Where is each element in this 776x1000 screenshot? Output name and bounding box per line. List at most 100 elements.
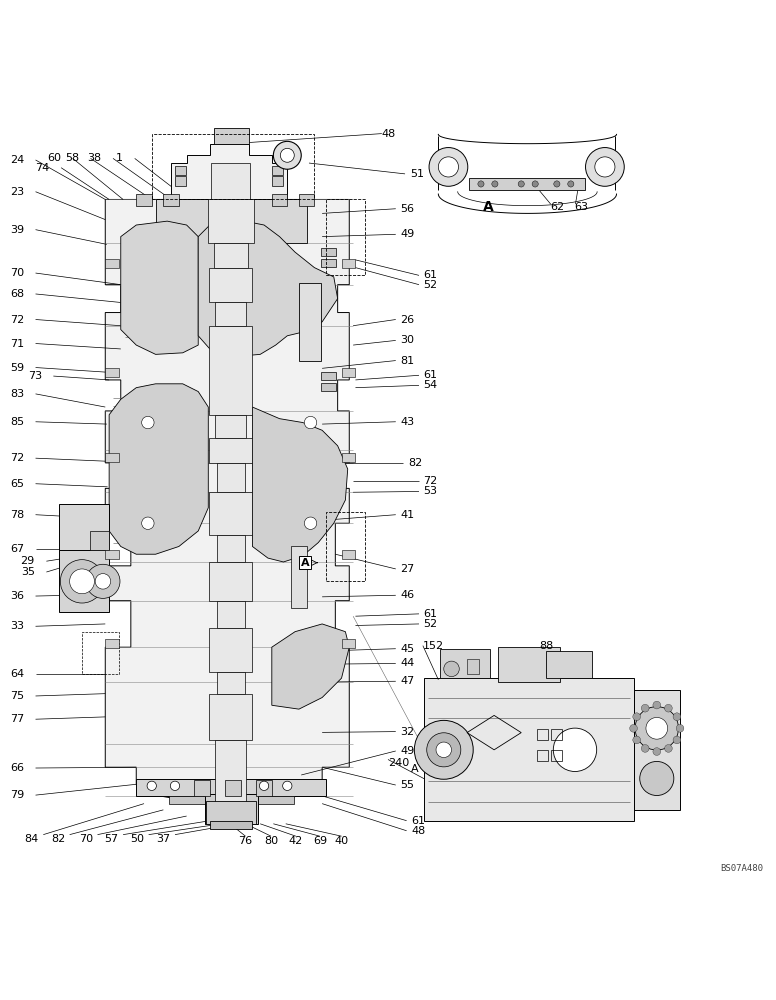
- Circle shape: [61, 560, 104, 603]
- Polygon shape: [59, 550, 109, 612]
- Circle shape: [635, 707, 678, 750]
- Bar: [256, 780, 272, 796]
- Text: 72: 72: [423, 476, 437, 486]
- Circle shape: [95, 574, 111, 589]
- Circle shape: [653, 748, 660, 755]
- Bar: [467, 659, 479, 674]
- Bar: [209, 438, 252, 463]
- Text: 48: 48: [382, 129, 396, 139]
- Bar: [272, 166, 282, 175]
- Text: 27: 27: [400, 564, 414, 574]
- Text: 29: 29: [20, 556, 35, 566]
- Text: 78: 78: [9, 510, 24, 520]
- Text: 59: 59: [10, 363, 24, 373]
- Text: 26: 26: [400, 315, 414, 325]
- Polygon shape: [121, 221, 198, 354]
- Text: 39: 39: [10, 225, 24, 235]
- Text: 63: 63: [574, 202, 588, 212]
- Circle shape: [653, 701, 660, 709]
- Text: 76: 76: [238, 836, 252, 846]
- Circle shape: [586, 148, 624, 186]
- Bar: [551, 750, 562, 761]
- Circle shape: [259, 781, 268, 790]
- Bar: [546, 651, 592, 678]
- Bar: [137, 779, 326, 796]
- Bar: [326, 512, 365, 581]
- Polygon shape: [272, 624, 349, 709]
- Bar: [320, 259, 336, 267]
- Bar: [320, 248, 336, 256]
- Circle shape: [147, 781, 157, 790]
- Circle shape: [171, 781, 179, 790]
- Bar: [175, 166, 185, 175]
- Bar: [106, 259, 120, 268]
- Bar: [225, 780, 241, 796]
- Circle shape: [429, 148, 468, 186]
- Text: 48: 48: [411, 826, 425, 836]
- Bar: [106, 639, 120, 648]
- Circle shape: [492, 181, 498, 187]
- Bar: [498, 647, 560, 682]
- Circle shape: [86, 564, 120, 598]
- Circle shape: [632, 736, 640, 744]
- Bar: [152, 134, 314, 199]
- Text: 69: 69: [313, 836, 327, 846]
- Text: 23: 23: [10, 187, 24, 197]
- Circle shape: [280, 148, 294, 162]
- Text: 55: 55: [400, 780, 414, 790]
- Text: 85: 85: [10, 417, 24, 427]
- Text: 77: 77: [9, 714, 24, 724]
- Text: 67: 67: [10, 544, 24, 554]
- Circle shape: [438, 157, 459, 177]
- Text: 73: 73: [28, 371, 42, 381]
- Circle shape: [444, 661, 459, 677]
- Text: 71: 71: [10, 339, 24, 349]
- Text: 80: 80: [264, 836, 278, 846]
- Polygon shape: [106, 199, 349, 824]
- Bar: [341, 453, 355, 462]
- Bar: [82, 632, 120, 674]
- Circle shape: [641, 745, 649, 752]
- Text: 81: 81: [400, 356, 414, 366]
- Bar: [326, 199, 365, 275]
- Polygon shape: [198, 219, 338, 357]
- Bar: [209, 492, 252, 535]
- Text: 54: 54: [423, 380, 437, 390]
- Polygon shape: [252, 407, 348, 562]
- Circle shape: [554, 181, 560, 187]
- Circle shape: [646, 717, 667, 739]
- Bar: [206, 801, 256, 824]
- Text: 46: 46: [400, 590, 414, 600]
- Text: 47: 47: [400, 676, 414, 686]
- Text: BS07A480: BS07A480: [721, 864, 764, 873]
- Bar: [213, 128, 249, 144]
- Polygon shape: [171, 144, 287, 199]
- Text: 42: 42: [289, 836, 303, 846]
- Bar: [341, 368, 355, 377]
- Bar: [205, 794, 258, 824]
- Text: 40: 40: [334, 836, 348, 846]
- Text: 37: 37: [156, 834, 171, 844]
- Bar: [209, 628, 252, 672]
- Bar: [272, 176, 282, 186]
- Bar: [299, 194, 314, 206]
- Circle shape: [518, 181, 525, 187]
- Bar: [341, 550, 355, 559]
- Text: 61: 61: [423, 270, 437, 280]
- Text: 88: 88: [539, 641, 553, 651]
- Text: 68: 68: [10, 289, 24, 299]
- Polygon shape: [109, 384, 208, 554]
- Text: 50: 50: [130, 834, 144, 844]
- Text: 51: 51: [410, 169, 424, 179]
- Text: 62: 62: [551, 202, 565, 212]
- Circle shape: [629, 724, 637, 732]
- Text: 30: 30: [400, 335, 414, 345]
- Text: 35: 35: [21, 567, 35, 577]
- Bar: [209, 268, 252, 302]
- Bar: [341, 639, 355, 648]
- Text: 49: 49: [400, 746, 414, 756]
- Polygon shape: [156, 199, 307, 243]
- Text: 58: 58: [65, 153, 79, 163]
- Text: 70: 70: [79, 834, 93, 844]
- Bar: [341, 259, 355, 268]
